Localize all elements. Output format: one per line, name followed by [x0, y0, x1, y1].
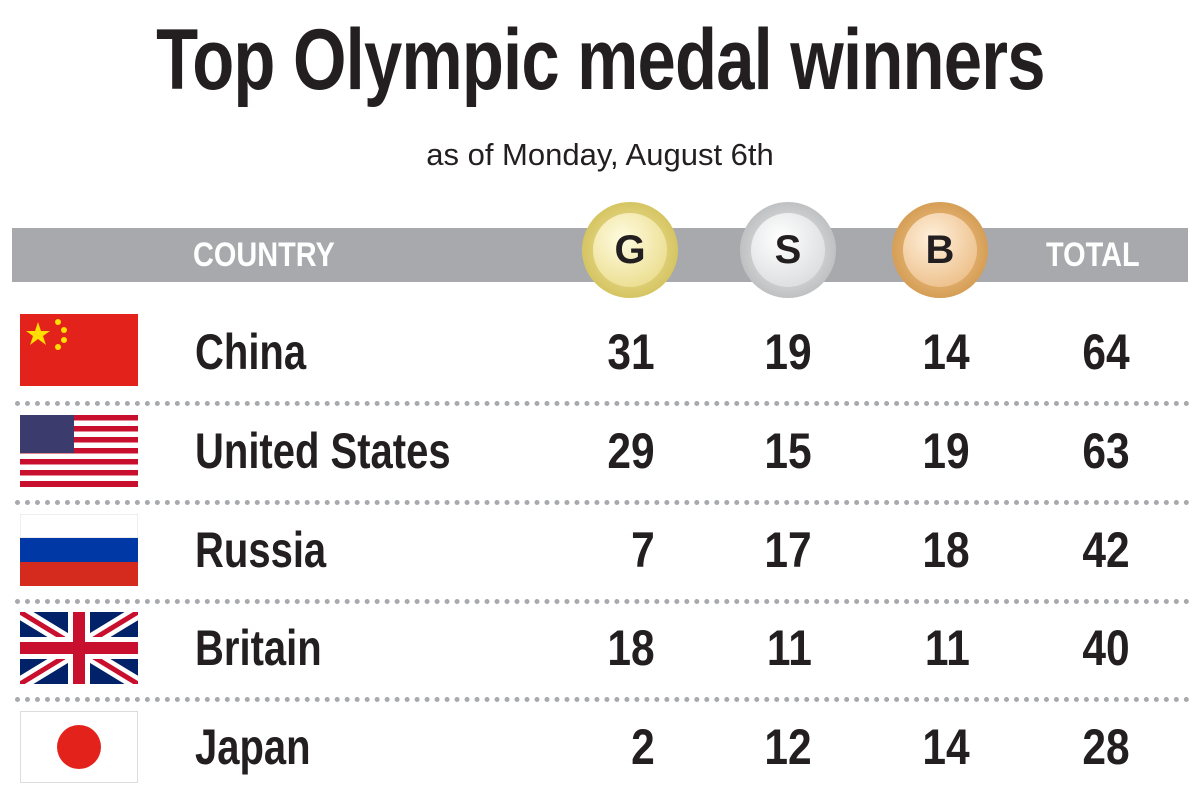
row-separator	[15, 500, 1190, 505]
title-text: Top Olympic medal winners	[155, 12, 1045, 108]
silver-count: 17	[692, 520, 812, 580]
bronze-count: 14	[850, 322, 970, 382]
gold-count: 18	[535, 618, 655, 678]
column-header: TOTAL	[1046, 228, 1156, 282]
total-count: 42	[1010, 520, 1130, 580]
total-count-text: 63	[1082, 423, 1130, 479]
country-name: Japan	[195, 717, 340, 777]
country-name-text: Japan	[195, 719, 311, 775]
total-count-text: 40	[1082, 620, 1130, 676]
gold-count-text: 29	[607, 423, 655, 479]
row-separator	[15, 599, 1190, 604]
total-count: 28	[1010, 717, 1130, 777]
subtitle: as of Monday, August 6th	[426, 137, 774, 172]
column-header: G	[593, 213, 667, 287]
column-header: COUNTRY	[193, 228, 360, 282]
gold-count: 29	[535, 421, 655, 481]
bronze-count: 11	[850, 618, 970, 678]
silver-count: 15	[692, 421, 812, 481]
bronze-count-text: 14	[922, 324, 970, 380]
total-count: 63	[1010, 421, 1130, 481]
country-name: United States	[195, 421, 515, 481]
row-separator	[15, 697, 1190, 702]
country-name-text: China	[195, 324, 307, 380]
gold-count: 7	[535, 520, 655, 580]
bronze-count: 14	[850, 717, 970, 777]
flag-japan	[20, 711, 138, 783]
total-count-text: 28	[1082, 719, 1130, 775]
bronze-medal: B	[892, 202, 988, 298]
gold-count-text: 7	[631, 522, 655, 578]
title: Top Olympic medal winners	[0, 10, 1200, 110]
column-header-text: TOTAL	[1046, 236, 1140, 274]
total-count: 40	[1010, 618, 1130, 678]
country-name: Britain	[195, 618, 353, 678]
bronze-count-text: 11	[925, 620, 970, 676]
gold-count-text: 2	[631, 719, 655, 775]
bronze-count: 18	[850, 520, 970, 580]
flag-china	[20, 314, 138, 386]
silver-count-text: 11	[767, 620, 812, 676]
column-header: B	[903, 213, 977, 287]
total-count: 64	[1010, 322, 1130, 382]
row-separator	[15, 401, 1190, 406]
total-count-text: 64	[1082, 324, 1130, 380]
bronze-count-text: 19	[922, 423, 970, 479]
flag-russia	[20, 514, 138, 586]
flag-britain	[20, 612, 138, 684]
gold-count: 31	[535, 322, 655, 382]
gold-count-text: 18	[607, 620, 655, 676]
gold-medal: G	[582, 202, 678, 298]
silver-count-text: 15	[764, 423, 812, 479]
bronze-count-text: 14	[922, 719, 970, 775]
gold-count-text: 31	[607, 324, 655, 380]
silver-count-text: 12	[764, 719, 812, 775]
silver-medal: S	[740, 202, 836, 298]
silver-count: 11	[692, 618, 812, 678]
gold-count: 2	[535, 717, 655, 777]
country-name-text: Russia	[195, 522, 327, 578]
column-header: S	[751, 213, 825, 287]
bronze-count-text: 18	[922, 522, 970, 578]
silver-count: 19	[692, 322, 812, 382]
country-name-text: Britain	[195, 620, 322, 676]
silver-count-text: 17	[764, 522, 812, 578]
silver-count: 12	[692, 717, 812, 777]
column-header-text: COUNTRY	[193, 236, 335, 274]
country-name: China	[195, 322, 334, 382]
bronze-count: 19	[850, 421, 970, 481]
country-name-text: United States	[195, 423, 451, 479]
flag-usa	[20, 415, 138, 487]
country-name: Russia	[195, 520, 359, 580]
total-count-text: 42	[1082, 522, 1130, 578]
silver-count-text: 19	[764, 324, 812, 380]
